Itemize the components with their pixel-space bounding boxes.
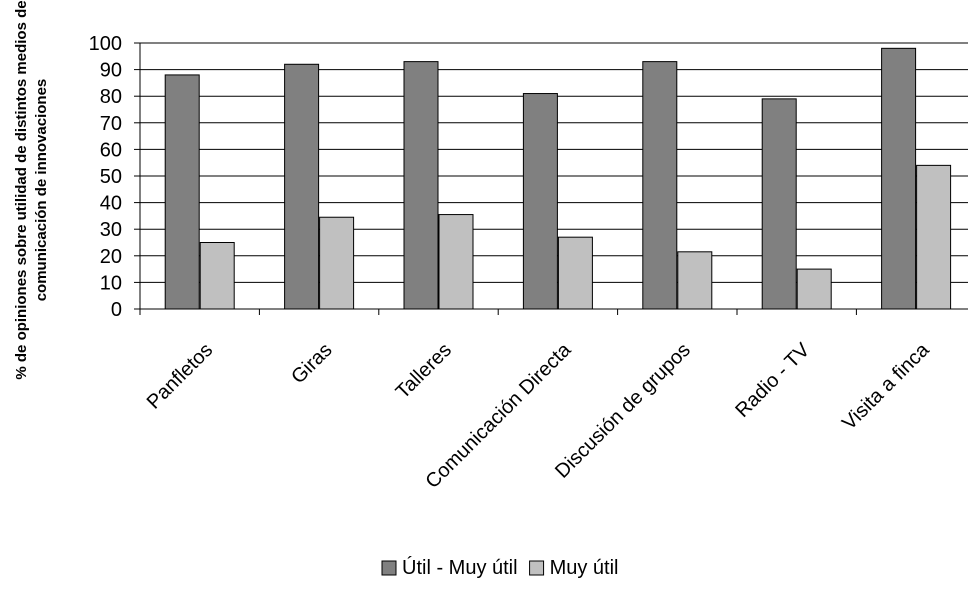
bar-muy-util-2 — [438, 214, 474, 310]
y-tick-label: 80 — [100, 86, 122, 108]
bar-muy-util-3 — [557, 236, 593, 310]
bar-muy-util-0 — [199, 242, 235, 310]
legend: Útil - Muy útil Muy útil — [381, 556, 619, 579]
y-tick-label: 20 — [100, 246, 122, 268]
y-tick-label: 0 — [111, 299, 122, 321]
bar-util-muy-util-6 — [881, 47, 917, 310]
y-tick-label: 40 — [100, 193, 122, 215]
y-tick-label: 30 — [100, 219, 122, 241]
category-label: Discusión de grupos — [551, 339, 695, 483]
bar-util-muy-util-1 — [284, 63, 320, 310]
bar-util-muy-util-2 — [403, 61, 439, 310]
y-tick-label: 90 — [100, 60, 122, 82]
bar-util-muy-util-3 — [522, 93, 558, 310]
bars — [164, 47, 952, 310]
bar-util-muy-util-5 — [761, 98, 797, 310]
legend-swatch-1 — [529, 560, 545, 576]
y-tick-label: 100 — [89, 33, 122, 55]
category-label: Giras — [287, 339, 336, 388]
y-tick-label: 60 — [100, 139, 122, 161]
y-axis-label-line-1: % de opiniones sobre utilidad de distint… — [13, 0, 30, 379]
category-label: Radio - TV — [731, 339, 814, 422]
bar-util-muy-util-4 — [642, 61, 678, 310]
y-tick-label: 70 — [100, 113, 122, 135]
y-tick-labels: 0 10 20 30 40 50 60 70 80 90 100 — [89, 33, 122, 321]
category-label: Talleres — [392, 339, 456, 403]
bar-muy-util-1 — [319, 216, 355, 310]
y-tick-label: 50 — [100, 166, 122, 188]
y-axis-label: % de opiniones sobre utilidad de distint… — [13, 0, 50, 379]
bar-muy-util-5 — [796, 268, 832, 310]
category-label: Panfletos — [143, 339, 218, 414]
y-axis-label-line-2: comunicación de innovaciones — [33, 79, 50, 302]
bar-muy-util-6 — [916, 164, 952, 310]
bar-muy-util-4 — [677, 251, 713, 310]
y-tick-label: 10 — [100, 272, 122, 294]
category-label: Visita a finca — [838, 338, 934, 434]
legend-label-0: Útil - Muy útil — [402, 556, 518, 579]
legend-label-1: Muy útil — [550, 557, 619, 579]
bar-util-muy-util-0 — [164, 74, 200, 310]
legend-swatch-0 — [381, 560, 397, 576]
